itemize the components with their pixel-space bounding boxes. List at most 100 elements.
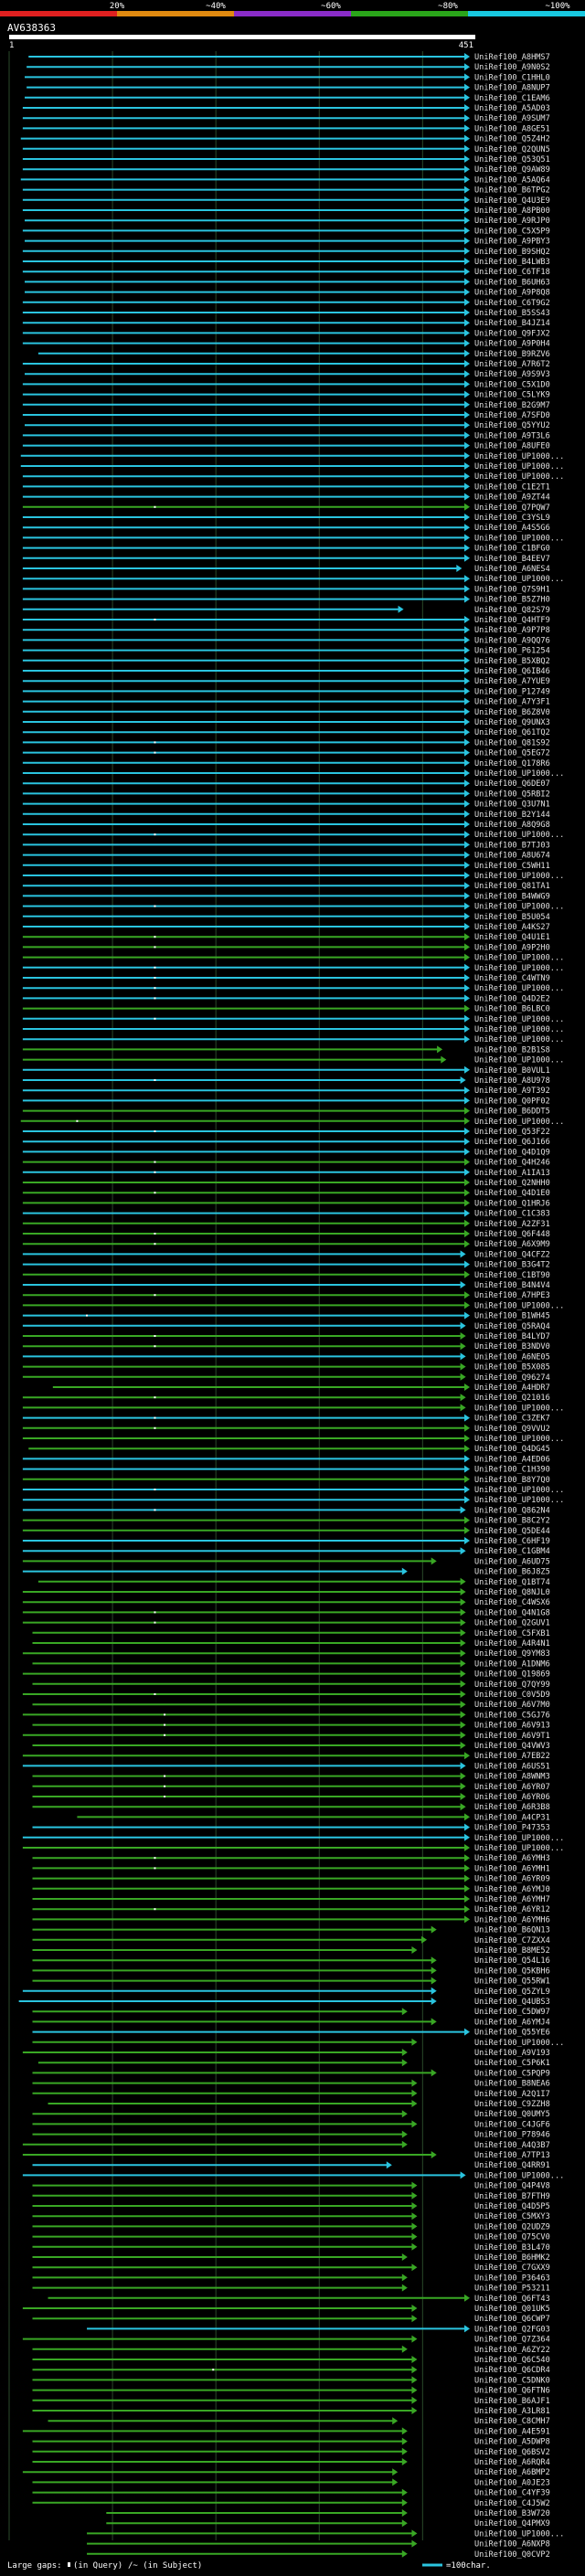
- hit-label: UniRef100_Q7PQW7: [474, 504, 550, 513]
- hit-label: UniRef100_A9PBY3: [474, 238, 550, 247]
- gap-marker: [154, 1233, 156, 1235]
- hit-label: UniRef100_Q6FTN6: [474, 2387, 550, 2396]
- hit-arrowhead: [401, 2059, 408, 2067]
- hit-arrowhead: [464, 247, 470, 255]
- hit-arrowhead: [464, 2028, 470, 2036]
- hit-label: UniRef100_B6TPG2: [474, 186, 550, 196]
- hit-arrowhead: [464, 963, 470, 971]
- hit-arrowhead: [464, 882, 470, 890]
- scale-segment: [351, 11, 468, 16]
- hit-label: UniRef100_Q6F448: [474, 1230, 550, 1239]
- hit-arrowhead: [464, 943, 470, 951]
- hit-label: UniRef100_A8PB00: [474, 207, 550, 216]
- hit-label: UniRef100_C5PQP9: [474, 2069, 550, 2078]
- hit-label: UniRef100_A6V7M0: [474, 1701, 550, 1710]
- hit-arrowhead: [398, 605, 404, 613]
- hit-label: UniRef100_B5SS43: [474, 309, 550, 318]
- hit-arrowhead: [431, 2069, 437, 2077]
- hit-label: UniRef100_C1BFG0: [474, 545, 550, 554]
- hit-label: UniRef100_Q1BT74: [474, 1578, 550, 1587]
- hit-label: UniRef100_Q0CVP2: [474, 2550, 550, 2560]
- hit-arrowhead: [464, 575, 470, 583]
- hit-label: UniRef100_A6YMH6: [474, 1915, 550, 1924]
- hit-arrowhead: [464, 933, 470, 941]
- hit-arrowhead: [464, 104, 470, 111]
- hit-label: UniRef100_UP1000...: [474, 831, 564, 840]
- hit-arrowhead: [464, 134, 470, 143]
- hit-arrowhead: [464, 769, 470, 777]
- gap-marker: [154, 1017, 156, 1020]
- hit-arrowhead: [464, 390, 470, 398]
- hit-arrowhead: [411, 2120, 418, 2128]
- hit-arrowhead: [464, 482, 470, 491]
- hit-label: UniRef100_A9T392: [474, 1087, 550, 1096]
- hit-arrowhead: [464, 707, 470, 716]
- hit-label: UniRef100_C8CMH7: [474, 2417, 550, 2426]
- gap-marker: [154, 1079, 156, 1081]
- hit-label: UniRef100_A6YR06: [474, 1793, 550, 1802]
- hit-label: UniRef100_A9S9V3: [474, 370, 550, 379]
- hit-label: UniRef100_Q9AW89: [474, 165, 550, 175]
- hit-arrowhead: [401, 2049, 408, 2056]
- gap-marker: [154, 1509, 156, 1511]
- hit-label: UniRef100_C1EAM6: [474, 94, 550, 103]
- hit-label: UniRef100_Q55RW1: [474, 1977, 550, 1987]
- hit-arrowhead: [464, 861, 470, 869]
- hit-label: UniRef100_P61254: [474, 647, 550, 656]
- hit-label: UniRef100_A4R4N1: [474, 1639, 550, 1648]
- hit-label: UniRef100_A6YR12: [474, 1905, 550, 1914]
- hit-label: UniRef100_Q9YM83: [474, 1649, 550, 1659]
- hit-label: UniRef100_Q7QY99: [474, 1680, 550, 1690]
- scale-segment: [117, 11, 234, 16]
- hit-arrowhead: [460, 1680, 466, 1688]
- gap-marker: [164, 1733, 166, 1736]
- hit-arrowhead: [464, 1465, 470, 1473]
- hit-arrowhead: [411, 2191, 418, 2200]
- hit-arrowhead: [464, 1107, 470, 1115]
- hit-label: UniRef100_A6UD75: [474, 1557, 550, 1566]
- hit-arrowhead: [464, 1864, 470, 1872]
- hit-arrowhead: [431, 1987, 437, 1995]
- hit-label: UniRef100_A6ZY22: [474, 2346, 550, 2355]
- hit-arrowhead: [460, 1803, 466, 1811]
- hit-arrowhead: [401, 2447, 408, 2455]
- hit-label: UniRef100_A5DWP8: [474, 2438, 550, 2447]
- gap-marker: [154, 966, 156, 969]
- gap-marker: [154, 619, 156, 620]
- hit-arrowhead: [464, 892, 470, 900]
- hit-arrowhead: [464, 1526, 470, 1534]
- hit-label: UniRef100_Q82S79: [474, 606, 550, 615]
- hit-label: UniRef100_UP1000...: [474, 2171, 564, 2180]
- hit-label: UniRef100_Q6J166: [474, 1138, 550, 1147]
- hit-label: UniRef100_UP1000...: [474, 769, 564, 779]
- hit-arrowhead: [464, 462, 470, 470]
- hit-label: UniRef100_A9V193: [474, 2049, 550, 2058]
- hit-arrowhead: [456, 565, 463, 572]
- hit-label: UniRef100_A6YR07: [474, 1783, 550, 1792]
- legend-in-subject: /~ (in Subject): [128, 2561, 202, 2571]
- hit-arrowhead: [464, 441, 470, 450]
- hit-label: UniRef100_B3L470: [474, 2243, 550, 2253]
- hit-arrowhead: [460, 1721, 466, 1729]
- hit-label: UniRef100_B6LBC0: [474, 1005, 550, 1014]
- hit-arrowhead: [460, 1659, 466, 1668]
- gap-marker: [154, 1345, 156, 1348]
- hit-label: UniRef100_A4E591: [474, 2427, 550, 2436]
- hit-arrowhead: [464, 1035, 470, 1044]
- hit-label: UniRef100_A9P0H4: [474, 340, 550, 349]
- hit-label: UniRef100_Q4RR91: [474, 2161, 550, 2170]
- hit-arrowhead: [464, 83, 470, 91]
- hit-arrowhead: [464, 831, 470, 839]
- hit-arrowhead: [411, 2232, 418, 2241]
- hit-arrowhead: [464, 1065, 470, 1074]
- hit-label: UniRef100_A6US51: [474, 1762, 550, 1771]
- hit-label: UniRef100_A7HPE3: [474, 1291, 550, 1300]
- hit-label: UniRef100_A8GE51: [474, 124, 550, 133]
- hit-arrowhead: [411, 2212, 418, 2221]
- hit-label: UniRef100_C1BT90: [474, 1271, 550, 1280]
- hit-label: UniRef100_A8HMS7: [474, 53, 550, 62]
- hit-arrowhead: [464, 1537, 470, 1544]
- hit-label: UniRef100_C1GBM4: [474, 1547, 550, 1556]
- gap-marker: [154, 946, 156, 949]
- gap-marker: [154, 936, 156, 938]
